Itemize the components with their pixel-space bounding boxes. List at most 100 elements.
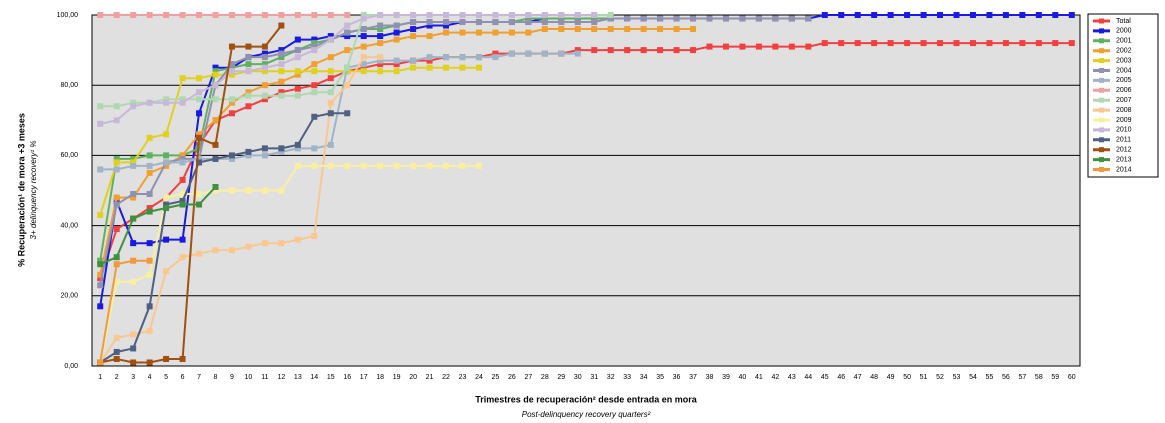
series-marker xyxy=(426,19,433,26)
series-marker xyxy=(772,15,779,22)
series-marker xyxy=(443,22,450,29)
legend-label: 2012 xyxy=(1116,147,1132,154)
series-marker xyxy=(212,82,219,89)
legend-label: 2007 xyxy=(1116,97,1132,104)
series-marker xyxy=(261,92,268,99)
x-tick-label: 2 xyxy=(115,374,119,381)
series-marker xyxy=(459,29,466,36)
series-marker xyxy=(311,82,318,89)
y-tick-label: 100,00 xyxy=(57,12,79,19)
series-marker xyxy=(278,12,285,18)
series-marker xyxy=(196,201,203,208)
series-marker xyxy=(690,47,697,54)
legend-marker xyxy=(1099,117,1104,123)
series-marker xyxy=(360,68,367,75)
series-marker xyxy=(311,61,318,68)
series-marker xyxy=(475,29,482,36)
series-marker xyxy=(772,43,779,50)
series-marker xyxy=(574,26,581,33)
x-tick-label: 38 xyxy=(706,374,714,381)
series-marker xyxy=(261,145,268,152)
series-marker xyxy=(245,61,252,68)
series-marker xyxy=(146,191,153,198)
series-marker xyxy=(245,92,252,99)
series-marker xyxy=(821,12,828,18)
series-marker xyxy=(558,19,565,26)
series-marker xyxy=(706,15,713,22)
series-marker xyxy=(130,331,137,338)
series-marker xyxy=(1002,40,1009,47)
series-marker xyxy=(163,201,170,208)
series-marker xyxy=(426,162,433,169)
x-tick-label: 52 xyxy=(936,374,944,381)
legend-label: 2005 xyxy=(1116,77,1132,84)
series-marker xyxy=(541,19,548,26)
series-marker xyxy=(179,99,186,106)
series-marker xyxy=(278,22,285,29)
series-marker xyxy=(591,19,598,26)
series-marker xyxy=(261,12,268,18)
series-marker xyxy=(591,47,598,54)
series-marker xyxy=(228,187,235,194)
series-marker xyxy=(278,89,285,96)
series-marker xyxy=(1052,12,1059,18)
series-marker xyxy=(327,162,334,169)
series-marker xyxy=(739,15,746,22)
series-marker xyxy=(261,240,268,247)
series-marker xyxy=(953,12,960,18)
series-marker xyxy=(475,19,482,26)
series-marker xyxy=(97,120,104,127)
series-marker xyxy=(558,50,565,57)
series-marker xyxy=(113,117,120,124)
x-tick-label: 49 xyxy=(887,374,895,381)
series-marker xyxy=(426,22,433,29)
series-marker xyxy=(360,33,367,40)
series-marker xyxy=(327,68,334,75)
series-marker xyxy=(508,50,515,57)
series-marker xyxy=(344,64,351,71)
x-tick-label: 57 xyxy=(1018,374,1026,381)
series-marker xyxy=(344,110,351,117)
series-marker xyxy=(97,303,104,310)
legend-label: 2001 xyxy=(1116,38,1132,45)
x-tick-label: 16 xyxy=(343,374,351,381)
series-marker xyxy=(426,64,433,71)
series-marker xyxy=(130,257,137,264)
x-tick-label: 18 xyxy=(376,374,384,381)
series-marker xyxy=(1002,12,1009,18)
series-marker xyxy=(179,254,186,261)
x-tick-label: 56 xyxy=(1002,374,1010,381)
series-marker xyxy=(574,15,581,22)
series-marker xyxy=(640,15,647,22)
series-marker xyxy=(327,89,334,96)
series-marker xyxy=(920,40,927,47)
x-tick-label: 55 xyxy=(986,374,994,381)
series-marker xyxy=(146,240,153,247)
series-marker xyxy=(311,145,318,152)
series-marker xyxy=(443,64,450,71)
series-marker xyxy=(574,50,581,57)
series-marker xyxy=(327,36,334,43)
series-marker xyxy=(196,110,203,117)
series-marker xyxy=(393,61,400,68)
series-marker xyxy=(360,61,367,68)
series-marker xyxy=(508,12,515,18)
series-marker xyxy=(97,212,104,219)
series-marker xyxy=(459,54,466,61)
series-marker xyxy=(459,12,466,18)
series-marker xyxy=(179,355,186,362)
x-tick-label: 14 xyxy=(310,374,318,381)
series-marker xyxy=(245,54,252,61)
series-marker xyxy=(410,57,417,64)
series-marker xyxy=(179,96,186,103)
series-marker xyxy=(97,359,104,366)
series-marker xyxy=(360,26,367,33)
series-marker xyxy=(1035,12,1042,18)
series-marker xyxy=(722,15,729,22)
series-marker xyxy=(212,96,219,103)
series-marker xyxy=(607,15,614,22)
series-marker xyxy=(311,89,318,96)
series-marker xyxy=(278,92,285,99)
series-marker xyxy=(805,43,812,50)
